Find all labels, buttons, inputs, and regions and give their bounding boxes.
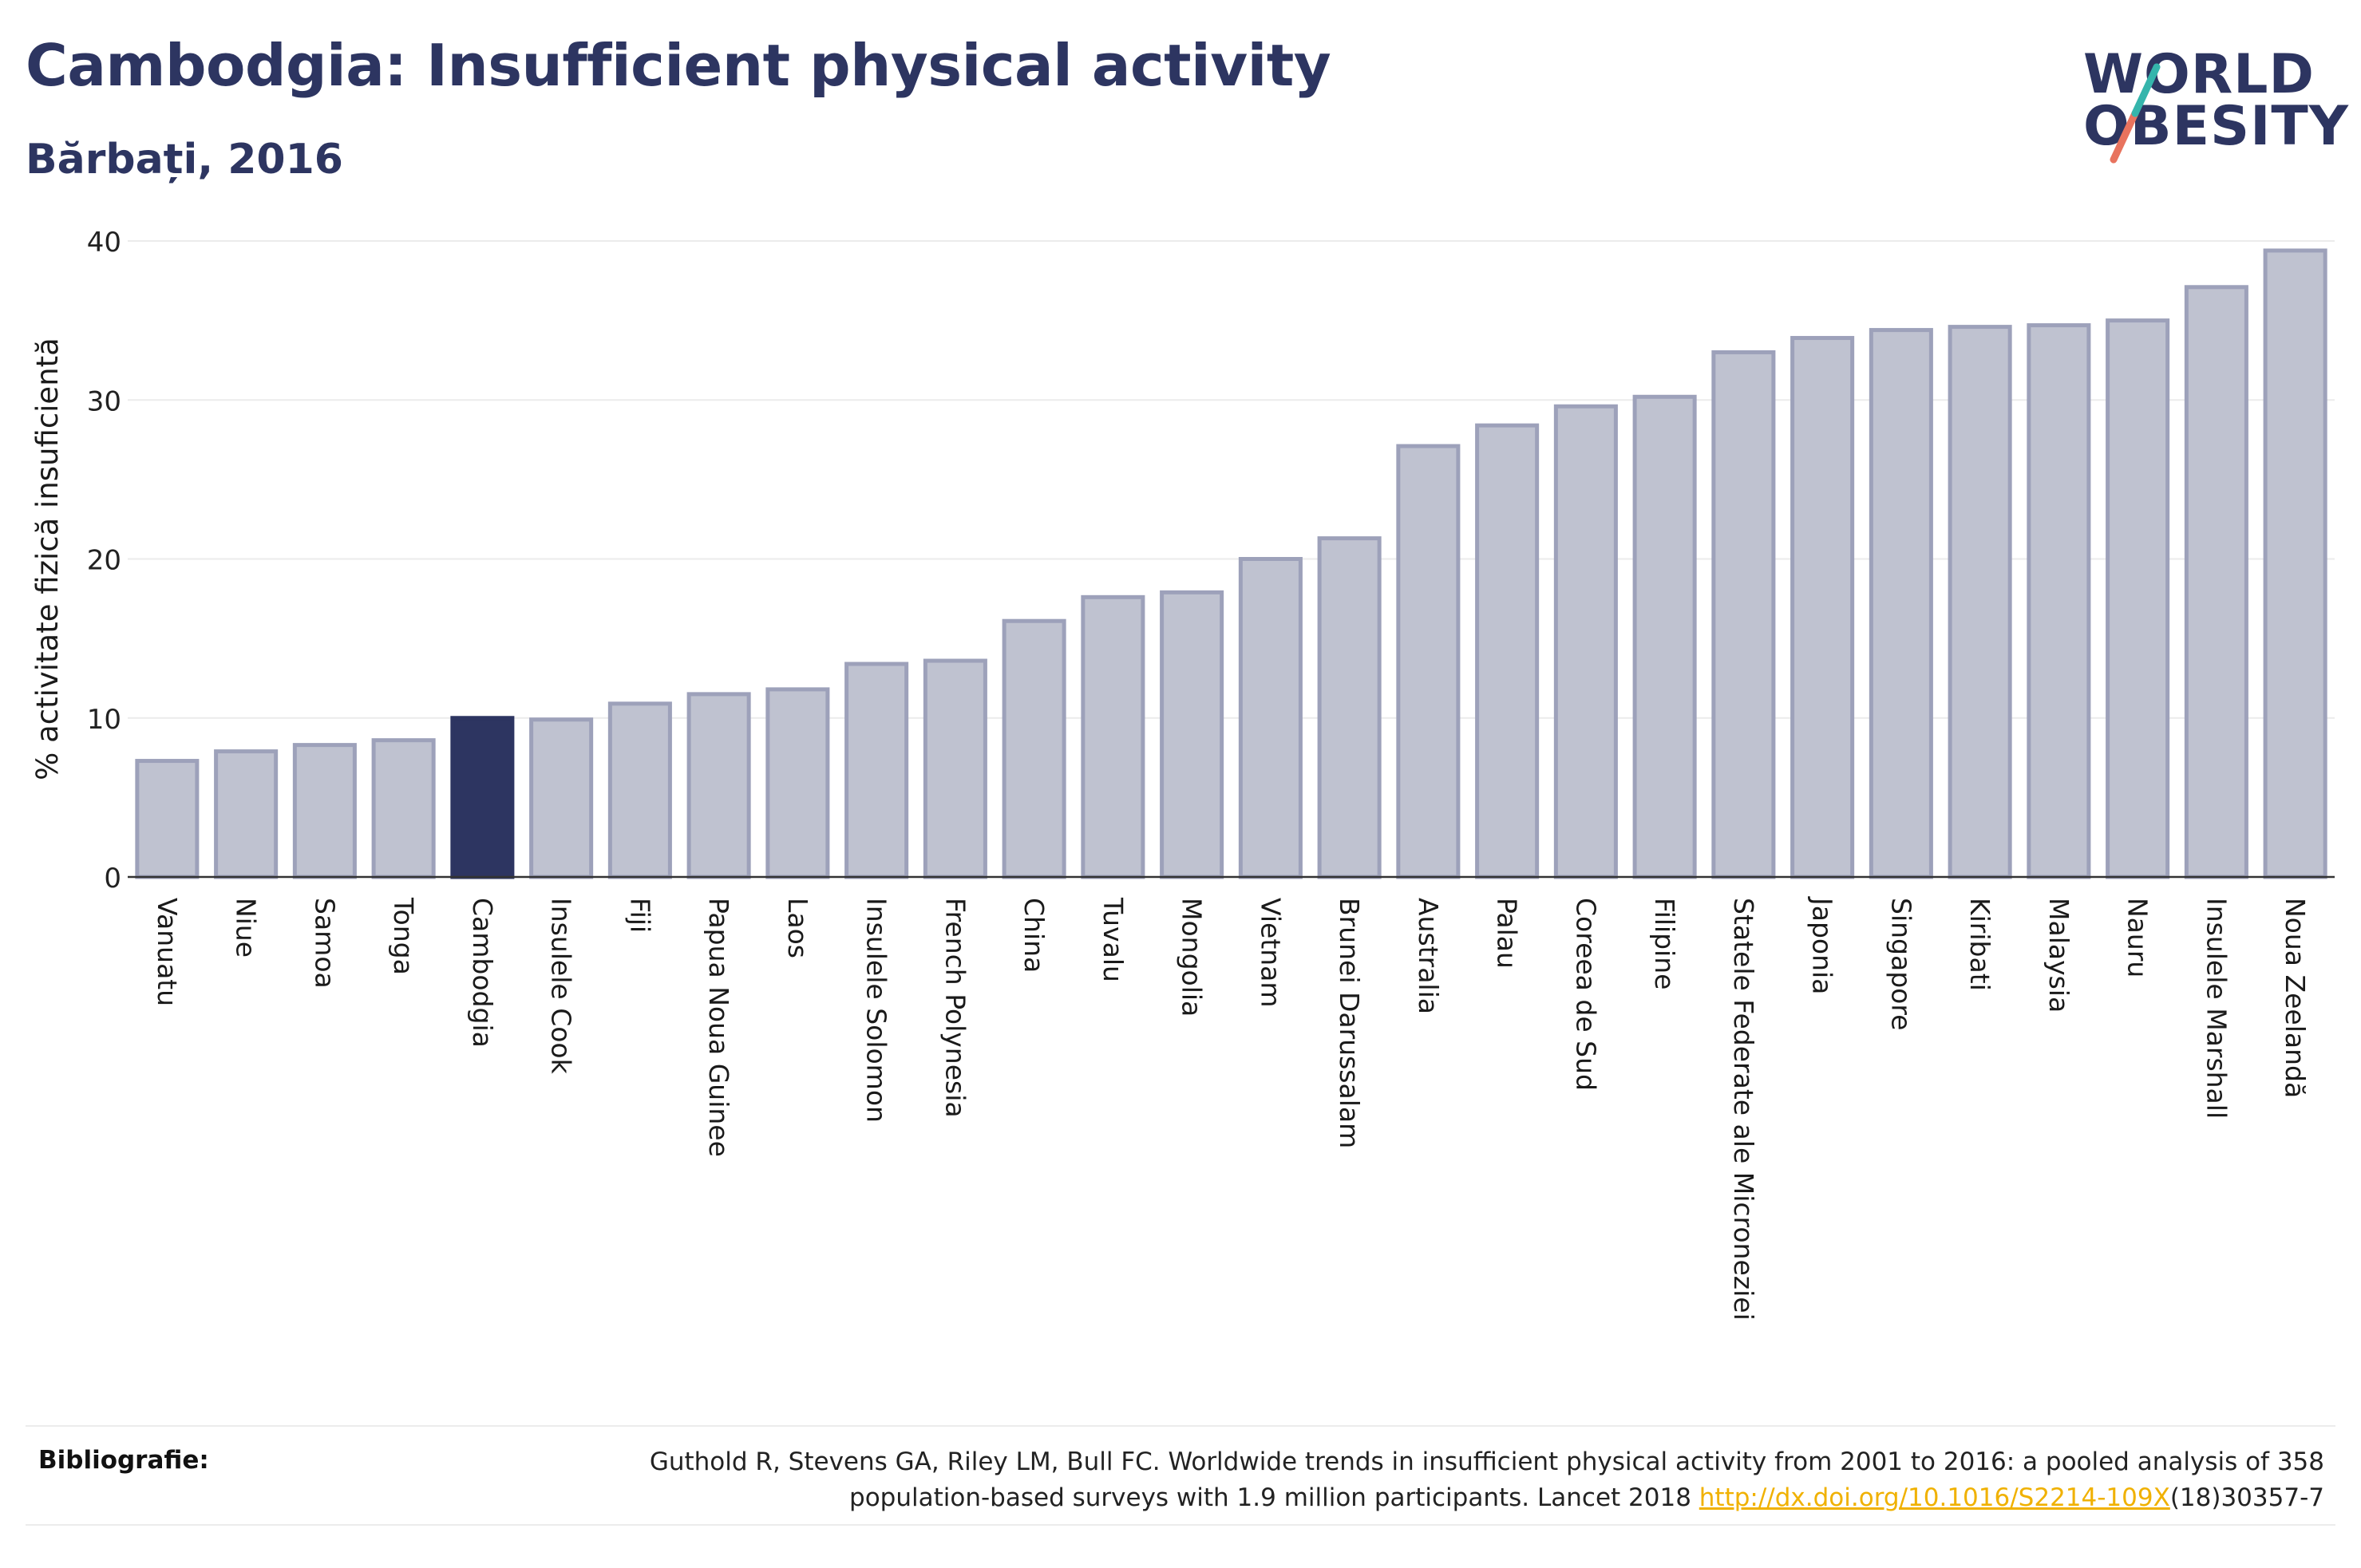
- bar: [1317, 536, 1382, 879]
- bar: [686, 692, 751, 879]
- x-tick-label: Filipine: [1649, 898, 1680, 989]
- x-tick-label: Insulele Marshall: [2201, 898, 2232, 1119]
- x-tick-label: Mongolia: [1177, 898, 1208, 1017]
- y-tick-label: 20: [87, 545, 121, 577]
- x-tick-label: Fiji: [624, 898, 655, 933]
- x-tick-label: Japonia: [1807, 896, 1838, 994]
- bar: [2106, 318, 2170, 879]
- y-tick-label: 10: [87, 704, 121, 736]
- bar: [607, 701, 672, 879]
- x-tick-label: Singapore: [1885, 898, 1916, 1030]
- bar: [292, 743, 357, 879]
- divider-top: [26, 1425, 2335, 1427]
- logo-slash-icon: [2110, 63, 2161, 164]
- x-tick-label: Samoa: [309, 898, 340, 989]
- y-tick-label: 0: [104, 863, 121, 895]
- bar: [1790, 336, 1855, 879]
- bar: [135, 759, 200, 879]
- bar: [1002, 618, 1066, 879]
- bar: [1475, 423, 1540, 879]
- bibliography-line-1: Guthold R, Stevens GA, Riley LM, Bull FC…: [649, 1448, 2324, 1476]
- bar-highlight: [450, 716, 515, 879]
- bar: [765, 687, 830, 879]
- x-tick-label: French Polynesia: [939, 898, 971, 1118]
- bar: [1238, 557, 1303, 879]
- x-tick-label: China: [1018, 898, 1050, 973]
- x-tick-label: Insulele Cook: [546, 898, 577, 1075]
- x-tick-label: Cambodgia: [467, 898, 498, 1048]
- y-tick-label: 40: [87, 227, 121, 259]
- x-tick-label: Nauru: [2122, 898, 2153, 978]
- x-tick-label: Vanuatu: [152, 898, 183, 1006]
- x-tick-label: Niue: [231, 898, 262, 958]
- bar: [529, 717, 594, 879]
- bar: [1711, 350, 1776, 879]
- x-tick-label: Brunei Darussalam: [1334, 898, 1365, 1148]
- x-tick-label: Malaysia: [2043, 898, 2074, 1013]
- x-tick-label: Statele Federate ale Microneziei: [1728, 898, 1759, 1321]
- bar: [214, 749, 279, 879]
- bibliography-line-2-suffix: (18)30357-7: [2169, 1483, 2324, 1512]
- logo-line-1: WORLD: [2083, 43, 2315, 106]
- x-tick-label: Papua Noua Guinee: [703, 898, 734, 1157]
- bar: [1632, 394, 1697, 879]
- x-tick-label: Noua Zeelandă: [2280, 898, 2311, 1098]
- bibliography-text: Guthold R, Stevens GA, Riley LM, Bull FC…: [488, 1444, 2324, 1516]
- bar: [1396, 444, 1461, 879]
- bar-chart: 0 10 20 30 40 Vanuatu Niue Samoa Tonga Cambodgia I…: [30, 227, 2335, 1321]
- x-tick-label: Coreea de Sud: [1570, 898, 1601, 1091]
- bar: [1160, 590, 1224, 879]
- bar: [1869, 328, 1933, 879]
- bibliography-line-2-prefix: population-based surveys with 1.9 millio…: [849, 1483, 1699, 1512]
- bibliography-line-2: population-based surveys with 1.9 millio…: [488, 1480, 2324, 1516]
- bar: [1948, 325, 2012, 879]
- x-tick-label: Vietnam: [1255, 898, 1286, 1008]
- bar: [844, 662, 909, 879]
- y-axis-label: % activitate fizică insuficientă: [30, 338, 65, 780]
- divider-bottom: [26, 1524, 2335, 1526]
- x-tick-label: Palau: [1492, 898, 1523, 969]
- bibliography-label: Bibliografie:: [38, 1446, 209, 1475]
- bar: [371, 738, 436, 879]
- x-tick-label: Tonga: [388, 897, 419, 975]
- doi-link[interactable]: http://dx.doi.org/10.1016/S2214-109X: [1699, 1483, 2170, 1512]
- x-tick-label: Laos: [782, 898, 813, 958]
- bar: [1553, 404, 1618, 879]
- chart-title: Cambodgia: Insufficient physical activit…: [26, 32, 1331, 99]
- x-tick-label: Australia: [1413, 898, 1444, 1014]
- y-tick-label: 30: [87, 385, 121, 417]
- bar: [2184, 285, 2248, 879]
- x-tick-label: Tuvalu: [1097, 897, 1129, 982]
- bar: [923, 658, 987, 879]
- world-obesity-logo: WORLD OBESITY: [2075, 24, 2348, 168]
- bar: [2027, 323, 2091, 879]
- x-tick-label: Kiribati: [1964, 898, 1995, 991]
- bar: [1081, 594, 1145, 879]
- x-tick-label: Insulele Solomon: [861, 898, 892, 1123]
- bar: [2263, 248, 2327, 879]
- chart-subtitle: Bărbați, 2016: [26, 136, 343, 184]
